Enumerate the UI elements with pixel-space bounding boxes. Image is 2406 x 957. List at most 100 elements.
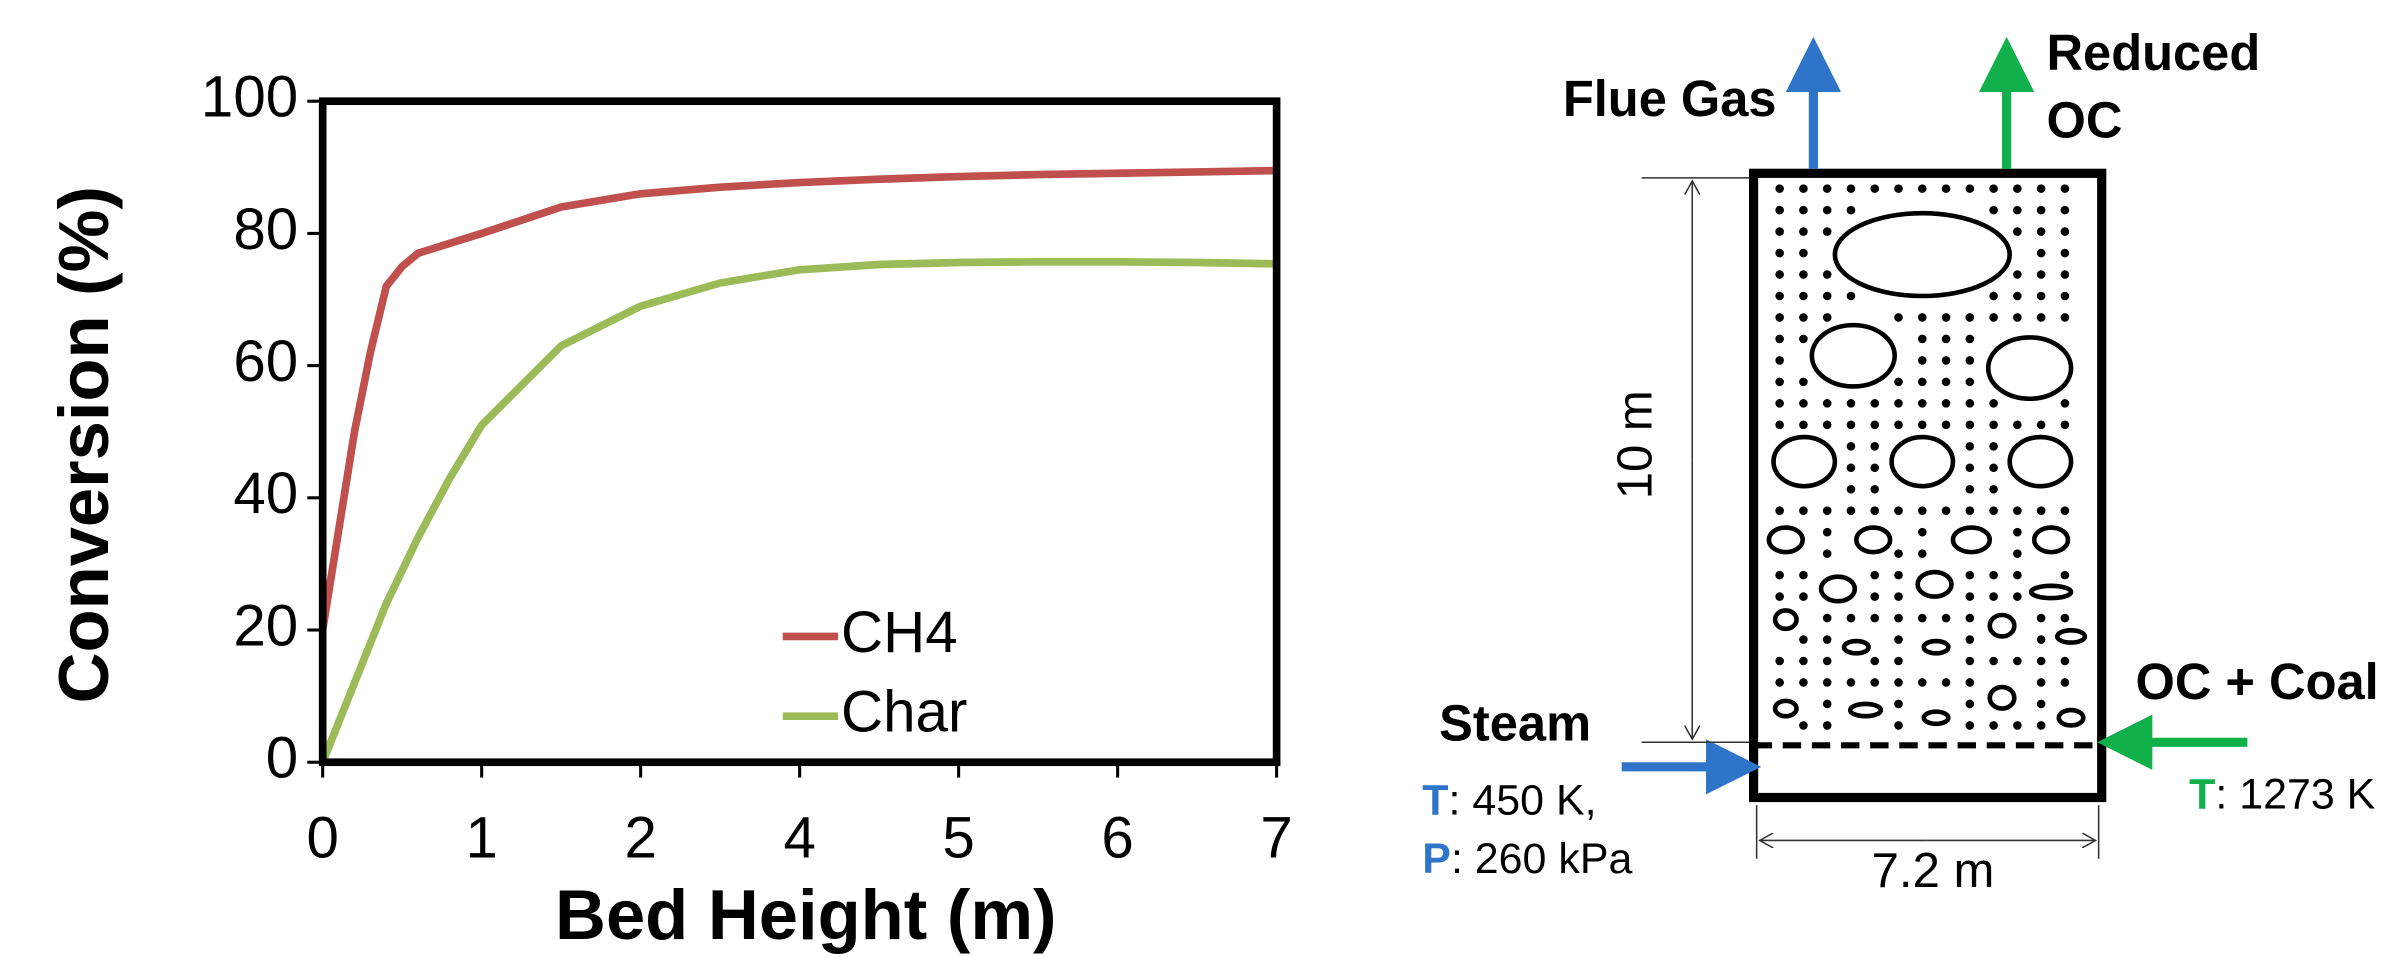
particle [2013,205,2022,215]
particle [1965,399,1975,408]
label: Reduced [2047,24,2261,81]
particle [2036,635,2046,644]
series-line [318,166,1277,631]
particle [2060,613,2070,623]
particle [2060,270,2070,279]
particle [1775,678,1784,687]
particle [1846,678,1856,687]
particle [2036,227,2046,236]
series-line [319,258,1277,764]
particle [1989,441,1998,451]
bubble [1921,709,1951,727]
bubble [1854,525,1893,555]
particle [1822,721,1832,730]
particle [1989,592,1998,601]
x-tick-label: 5 [942,805,974,870]
particle [1822,613,1832,623]
value: : 1273 K [2215,771,2375,819]
particle [1775,184,1784,193]
particle [2036,721,2046,730]
particle [1917,377,1927,387]
particle [1917,356,1927,365]
particle [1822,399,1832,408]
symbol: T [1422,777,1448,825]
label: P: 260 kPa [1422,835,1632,883]
particle [1965,570,1975,580]
particle [1965,721,1975,730]
particle [2060,420,2070,430]
particle [2013,527,2022,537]
particle [1941,678,1951,687]
particle [1965,463,1975,473]
particle [1917,549,1927,558]
particle [1799,678,1808,687]
particle [1989,721,1998,730]
particle [2036,420,2046,430]
particle [1846,463,1856,473]
particle [1775,356,1784,365]
particle [2013,656,2022,666]
particle [1822,549,1832,558]
particle [1799,635,1808,644]
particle [1775,399,1784,408]
plot-frame [318,97,1281,767]
particle [2060,570,2070,580]
particle [1822,635,1832,644]
bubble [1985,335,2074,402]
bubble [1987,612,2017,639]
particle [1894,721,1903,730]
particle [2060,227,2070,236]
particle [2013,549,2022,558]
label: Steam [1439,694,1591,751]
bubble [1771,434,1838,489]
label: 7.2 m [1872,844,1995,898]
particle [1775,248,1784,258]
particle [1965,484,1975,494]
particle [2013,313,2022,322]
particle [1775,656,1784,666]
label: T: 450 K, [1422,777,1596,825]
bubble [2054,628,2088,645]
particle [1799,377,1808,387]
y-tick-label: 20 [233,593,298,658]
particle [2060,678,2070,687]
y-tick-label: 100 [201,65,298,130]
particle [1870,592,1880,601]
bubble [1847,701,1884,719]
reactor-diagram: Flue Gas Reduced OC 10 m 7.2 m Steam T: … [1422,24,2378,898]
bubble [1772,608,1799,632]
particle [1799,570,1808,580]
particle [1917,678,1927,687]
particle [1965,184,1975,193]
particle [1799,506,1808,516]
particle [1917,313,1927,322]
label: OC [2047,92,2123,149]
particle [1989,656,1998,666]
particle [1846,291,1856,301]
particle [1989,291,1998,301]
particle [1917,506,1927,516]
particle [1846,205,1856,215]
bubble [1832,210,2013,299]
particle [1917,399,1927,408]
particle [1799,334,1808,344]
particle [1775,420,1784,430]
bubble [1950,525,1993,555]
particle [2036,656,2046,666]
bubble [2031,525,2071,555]
particle [1989,313,1998,322]
particle [1775,506,1784,516]
particle [1917,184,1927,193]
particle [1965,377,1975,387]
particle [1965,613,1975,623]
particle [1870,463,1880,473]
particle [1965,334,1975,344]
particle [1965,356,1975,365]
particle [1989,399,1998,408]
particle [1894,377,1903,387]
particle [1775,291,1784,301]
particle [2013,592,2022,601]
particle [1894,549,1903,558]
particle [1989,184,1998,193]
